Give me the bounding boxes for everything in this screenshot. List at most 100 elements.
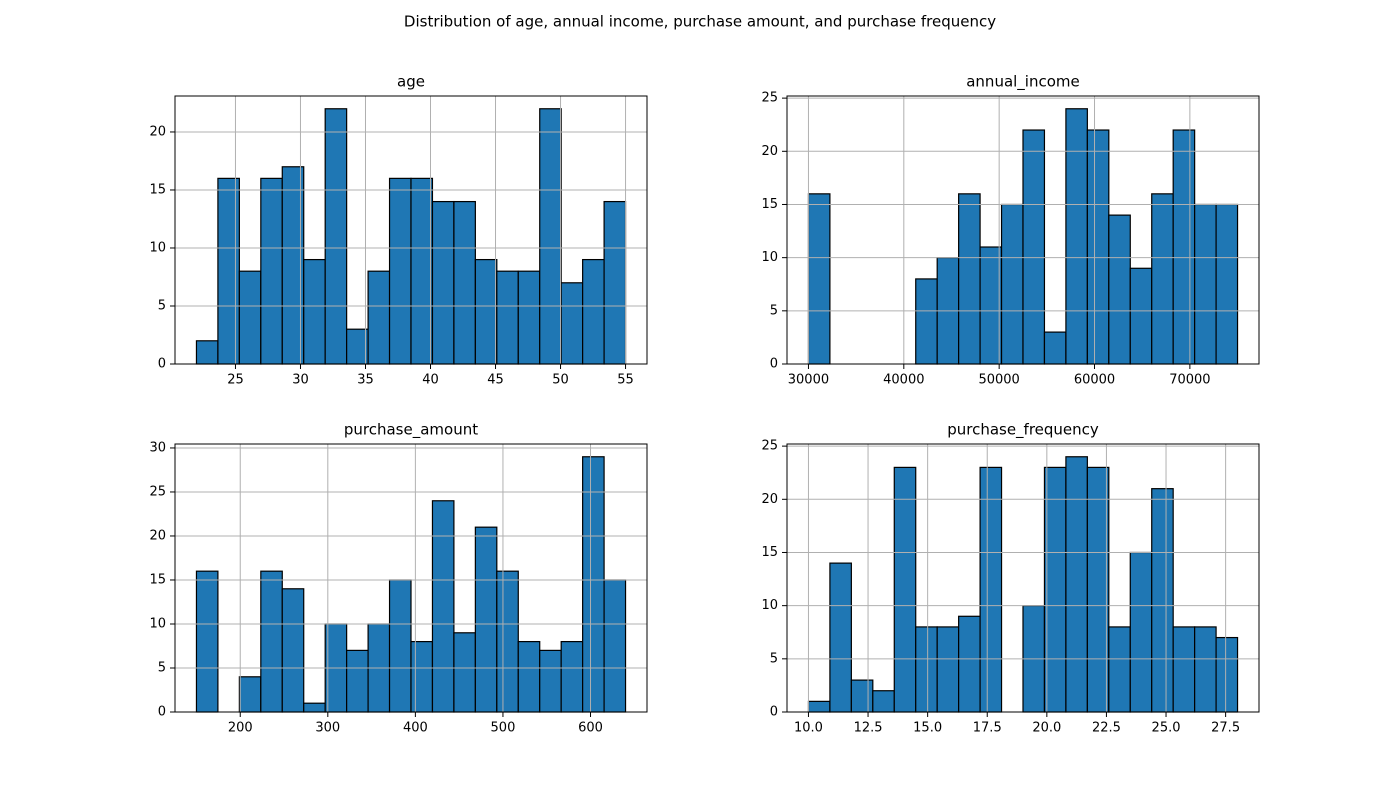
y-tick-label: 15 (761, 197, 778, 212)
bar (453, 632, 476, 713)
bar (958, 193, 981, 365)
y-tick-label: 0 (158, 357, 166, 372)
y-tick-label: 5 (770, 651, 778, 666)
bar (1194, 203, 1217, 365)
bar (431, 200, 455, 365)
axes-frame (174, 95, 648, 365)
x-tick-label: 35 (357, 373, 374, 388)
bar (1065, 456, 1088, 713)
y-tick-label: 10 (149, 616, 166, 631)
figure-title: Distribution of age, annual income, purc… (404, 13, 996, 31)
x-tick-label: 15.0 (913, 721, 942, 736)
bar (474, 526, 498, 713)
x-tick-label: 500 (491, 721, 516, 736)
bar (1172, 626, 1196, 713)
subplot-title: purchase_frequency (947, 421, 1099, 440)
x-tick-label: 45 (487, 373, 504, 388)
subplot-title: age (397, 73, 425, 91)
bar (1129, 267, 1153, 365)
x-tick-label: 12.5 (854, 721, 883, 736)
bar (1215, 203, 1239, 365)
x-tick-label: 22.5 (1092, 721, 1121, 736)
y-tick-label: 25 (761, 91, 778, 106)
bar (367, 270, 391, 365)
bar (807, 700, 831, 713)
bar (1215, 636, 1239, 713)
bar (410, 177, 434, 365)
bar (603, 200, 627, 365)
bar (517, 270, 541, 365)
bar (979, 466, 1003, 713)
bar (474, 258, 498, 365)
y-tick-label: 10 (761, 250, 778, 265)
bar (431, 500, 455, 713)
bar (1129, 551, 1153, 713)
bar (560, 640, 584, 713)
bar (807, 193, 831, 365)
bar (303, 258, 326, 365)
bar (324, 108, 348, 365)
bar (238, 270, 262, 365)
bar (539, 108, 562, 365)
bar (539, 649, 562, 713)
y-tick-label: 15 (149, 572, 166, 587)
bar (1022, 129, 1046, 365)
bar (517, 640, 541, 713)
bar (346, 328, 369, 365)
bar (1086, 129, 1110, 365)
y-tick-label: 15 (761, 545, 778, 560)
y-tick-label: 0 (770, 357, 778, 372)
y-tick-label: 25 (149, 484, 166, 499)
bar (979, 246, 1003, 365)
bar (560, 282, 584, 365)
bar (281, 588, 305, 713)
x-tick-label: 400 (403, 721, 428, 736)
bar (453, 200, 476, 365)
bar (1108, 214, 1131, 365)
x-tick-label: 30000 (788, 373, 829, 388)
axes-frame (174, 443, 648, 713)
y-tick-label: 5 (158, 298, 166, 313)
bar (872, 690, 895, 713)
bar (1108, 626, 1131, 713)
x-tick-label: 10.0 (794, 721, 823, 736)
subplot-title: purchase_amount (344, 421, 478, 440)
bar (1151, 488, 1174, 713)
bar (915, 626, 938, 713)
y-tick-label: 0 (158, 705, 166, 720)
y-tick-label: 5 (158, 660, 166, 675)
y-tick-label: 0 (770, 705, 778, 720)
bar (958, 615, 981, 713)
bar (303, 702, 326, 713)
x-tick-label: 50000 (978, 373, 1019, 388)
x-tick-label: 25.0 (1152, 721, 1181, 736)
x-tick-label: 40000 (883, 373, 924, 388)
x-tick-label: 30 (292, 373, 309, 388)
bar (829, 562, 852, 713)
x-tick-label: 70000 (1169, 373, 1210, 388)
x-tick-label: 25 (227, 373, 244, 388)
x-tick-label: 600 (578, 721, 603, 736)
bar (217, 177, 240, 365)
y-tick-label: 20 (761, 144, 778, 159)
bar (195, 340, 219, 365)
bar (195, 570, 219, 713)
bar (388, 177, 412, 365)
y-tick-label: 20 (761, 492, 778, 507)
bar (1172, 129, 1196, 365)
y-tick-label: 5 (770, 303, 778, 318)
bar (1086, 466, 1110, 713)
y-tick-label: 20 (149, 124, 166, 139)
y-tick-label: 10 (761, 598, 778, 613)
bar (496, 570, 519, 713)
bar (238, 676, 262, 713)
bar (915, 278, 938, 365)
bar (582, 258, 605, 365)
x-tick-label: 20.0 (1032, 721, 1061, 736)
bar (1065, 108, 1088, 365)
y-tick-label: 30 (149, 440, 166, 455)
bar (496, 270, 519, 365)
x-tick-label: 27.5 (1211, 721, 1240, 736)
bar (893, 466, 917, 713)
bar (346, 649, 369, 713)
